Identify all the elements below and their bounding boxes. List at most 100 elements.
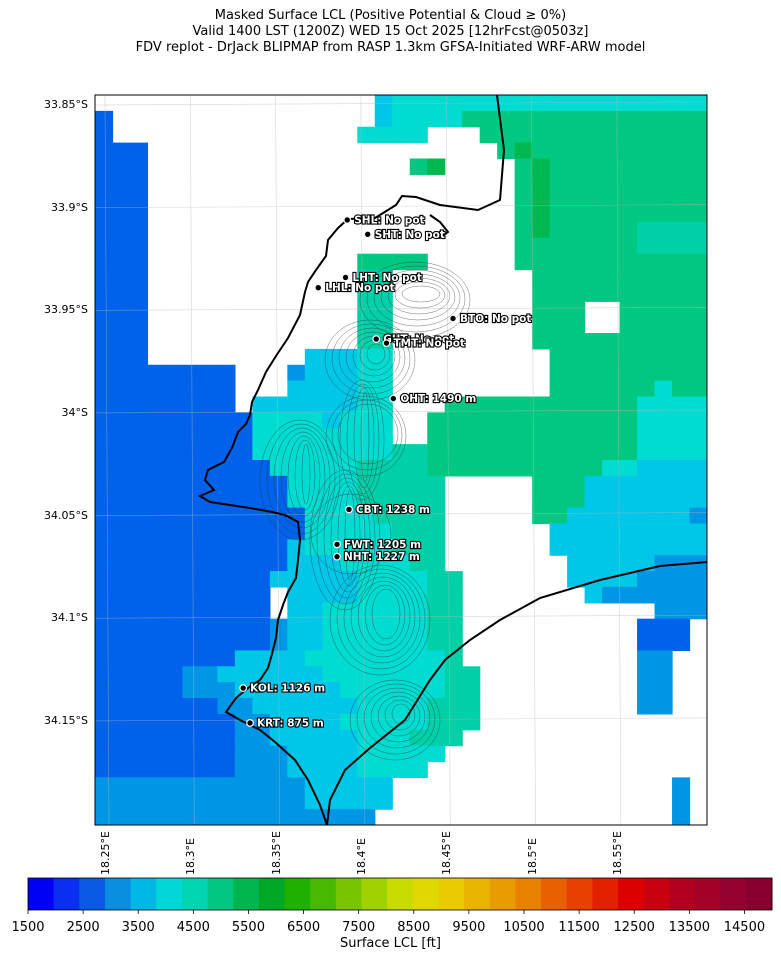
lcl-cell: [584, 396, 603, 413]
lcl-cell: [602, 237, 621, 255]
lcl-cell: [304, 571, 323, 588]
lcl-cell: [199, 444, 218, 461]
lcl-cell: [252, 475, 271, 493]
lcl-cell: [567, 348, 586, 366]
lcl-cell: [234, 618, 253, 636]
lcl-cell: [532, 491, 551, 509]
lcl-cell: [112, 729, 131, 747]
lcl-cell: [147, 618, 166, 636]
lcl-cell: [147, 364, 166, 382]
lcl-cell: [112, 777, 131, 794]
lcl-cell: [374, 475, 393, 493]
lcl-cell: [637, 523, 656, 540]
lcl-cell: [689, 602, 707, 620]
lcl-cell: [602, 285, 621, 302]
lcl-cell: [95, 126, 114, 144]
lon-tick-label: 18.3°E: [184, 838, 198, 875]
lcl-cell: [304, 698, 323, 715]
lcl-cell: [374, 555, 393, 572]
lcl-cell: [374, 126, 393, 144]
lcl-cell: [427, 618, 446, 636]
lcl-cell: [392, 475, 411, 493]
lcl-cell: [304, 428, 323, 445]
lcl-cell: [112, 444, 131, 461]
lcl-cell: [287, 380, 306, 398]
lcl-cell: [549, 333, 568, 350]
lcl-cell: [689, 412, 707, 429]
lcl-cell: [199, 761, 218, 778]
lcl-cell: [199, 380, 218, 398]
lcl-cell: [602, 444, 621, 461]
lcl-cell: [95, 761, 114, 778]
lcl-cell: [619, 491, 638, 509]
lcl-cell: [304, 523, 323, 540]
lcl-cell: [602, 221, 621, 239]
lcl-cell: [672, 428, 691, 445]
lcl-cell: [112, 713, 131, 731]
lcl-cell: [689, 539, 707, 556]
lcl-cell: [602, 491, 621, 509]
lcl-cell: [619, 507, 638, 525]
lcl-cell: [602, 586, 621, 604]
lcl-cell: [95, 301, 114, 318]
contour-line: [309, 469, 381, 611]
lcl-cell: [619, 317, 638, 334]
lcl-cell: [182, 713, 201, 731]
lcl-cell: [112, 571, 131, 588]
lcl-cell: [252, 491, 271, 509]
lcl-cell: [147, 761, 166, 778]
lcl-cell: [129, 158, 149, 175]
lcl-cell: [374, 110, 393, 128]
lcl-cell: [514, 237, 533, 255]
lcl-cell: [672, 206, 691, 223]
lcl-cell: [339, 571, 358, 588]
lcl-cell: [182, 682, 201, 699]
lcl-cell: [689, 444, 707, 461]
lat-tick-label: 33.95°S: [44, 303, 88, 317]
lcl-cell: [269, 523, 288, 540]
lcl-cell: [654, 301, 673, 318]
lcl-cell: [287, 713, 306, 731]
lcl-cell: [637, 380, 656, 398]
lcl-cell: [129, 809, 149, 825]
lcl-cell: [147, 729, 166, 747]
lcl-cell: [549, 428, 568, 445]
lcl-cell: [129, 317, 149, 334]
lcl-cell: [112, 333, 131, 350]
meridian-line: [275, 95, 280, 825]
lcl-cell: [392, 539, 411, 556]
lcl-cell: [689, 586, 707, 604]
lcl-cell: [269, 809, 288, 825]
lcl-cell: [514, 253, 533, 271]
lcl-cell: [182, 809, 201, 825]
lcl-cell: [129, 333, 149, 350]
lcl-cell: [234, 523, 253, 540]
site-label-oht: OHT: 1490 m: [400, 393, 476, 405]
lcl-cell: [129, 348, 149, 366]
lon-tick-label: 18.5°E: [525, 838, 539, 875]
lcl-cell: [199, 777, 218, 794]
lat-tick-label: 34.1°S: [51, 611, 88, 625]
lcl-cell: [199, 809, 218, 825]
lcl-cell: [672, 285, 691, 302]
lcl-cell: [129, 412, 149, 429]
lcl-cell: [357, 793, 376, 810]
lcl-cell: [409, 475, 428, 493]
lcl-cell: [672, 507, 691, 525]
lcl-cell: [164, 634, 184, 652]
site-label-gut: GUT: No pot: [383, 334, 454, 346]
lcl-cell: [287, 364, 306, 382]
lcl-cell: [182, 523, 201, 540]
lcl-cell: [269, 793, 288, 810]
lcl-cell: [95, 650, 114, 667]
lcl-cell: [182, 698, 201, 715]
lcl-cell: [584, 460, 603, 477]
colorbar-tick-label: 9500: [452, 920, 486, 935]
lcl-cell: [672, 634, 691, 652]
lcl-cell: [427, 412, 446, 429]
lcl-cell: [409, 110, 428, 128]
lcl-cell: [567, 301, 586, 318]
lcl-cell: [409, 586, 428, 604]
lcl-cell: [164, 809, 184, 825]
lcl-cell: [497, 444, 516, 461]
